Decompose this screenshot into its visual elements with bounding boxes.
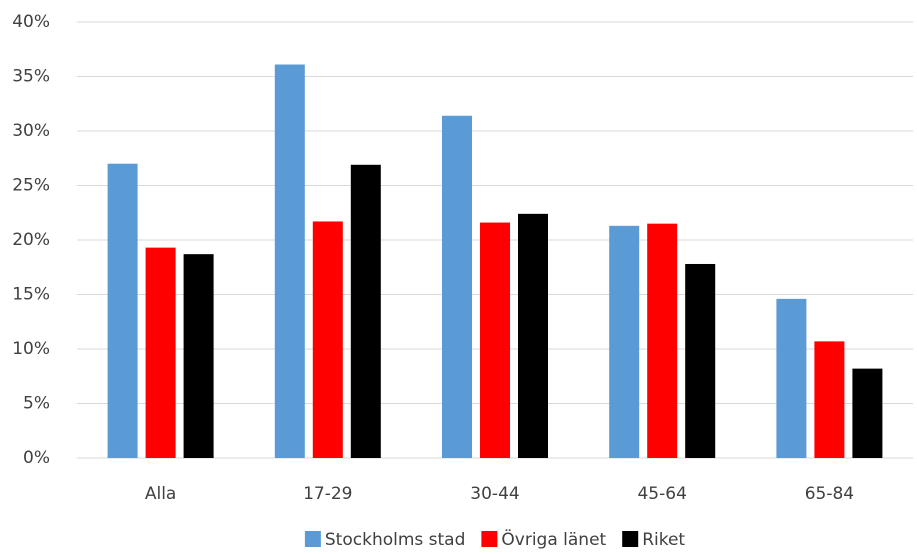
x-tick-label: 65-84 — [805, 484, 854, 504]
y-tick-label: 15% — [12, 285, 50, 305]
y-tick-label: 0% — [23, 448, 50, 468]
bar — [852, 368, 883, 458]
bar — [814, 341, 845, 458]
x-tick-label: Alla — [145, 484, 177, 504]
legend-swatch — [481, 531, 498, 547]
bar — [350, 164, 381, 459]
x-tick-label: 17-29 — [303, 484, 352, 504]
x-tick-label: 30-44 — [470, 484, 519, 504]
bar — [107, 163, 138, 458]
legend-label: Övriga länet — [501, 528, 606, 550]
y-tick-label: 25% — [12, 176, 50, 196]
bar — [274, 64, 305, 458]
bar — [685, 263, 716, 458]
legend-swatch — [304, 531, 321, 547]
bar — [312, 221, 343, 458]
y-tick-label: 40% — [12, 12, 50, 32]
bar — [442, 115, 472, 459]
bar — [647, 223, 678, 458]
legend-swatch — [622, 531, 639, 547]
y-tick-label: 35% — [12, 67, 50, 87]
y-tick-label: 20% — [12, 230, 50, 250]
bar — [183, 254, 214, 458]
bar — [145, 247, 176, 458]
legend-label: Riket — [642, 530, 685, 550]
x-tick-label: 45-64 — [637, 484, 686, 504]
bar — [480, 222, 510, 458]
bar — [609, 225, 640, 458]
y-tick-label: 30% — [12, 121, 50, 141]
y-tick-label: 5% — [23, 394, 50, 414]
legend-label: Stockholms stad — [325, 530, 466, 550]
bar — [518, 213, 548, 458]
bar — [776, 298, 807, 458]
y-tick-label: 10% — [12, 339, 50, 359]
